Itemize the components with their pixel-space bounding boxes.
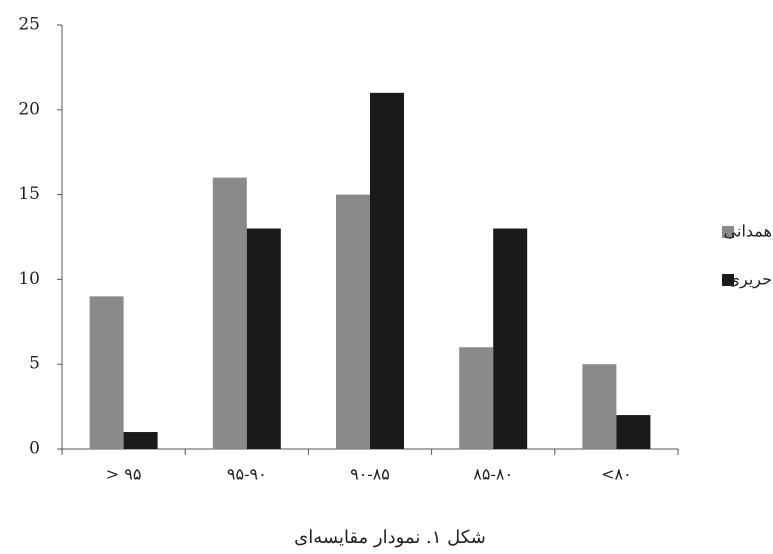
x-tick-label: ۸۵-۸۰: [473, 465, 513, 484]
y-tick-label: 10: [18, 269, 40, 289]
bar: [370, 92, 404, 449]
x-tick-label: <۸۰: [601, 465, 632, 484]
x-tick-label: ۹۰-۸۵: [350, 465, 390, 484]
y-tick-label: 25: [18, 15, 40, 35]
bar: [336, 194, 370, 449]
y-tick-label: 20: [18, 99, 40, 119]
y-tick-label: 0: [29, 439, 40, 459]
legend-label: همدانی: [724, 222, 772, 241]
legend-label: حریری: [727, 270, 772, 289]
legend-swatch: [722, 226, 734, 238]
legend-swatch: [722, 274, 734, 286]
bar: [89, 296, 124, 449]
chart-title: شکل ۱. نمودار مقایسه‌ای: [294, 527, 486, 548]
bar: [246, 228, 281, 449]
bar: [493, 228, 528, 449]
bar: [582, 364, 617, 449]
y-tick-label: 5: [29, 354, 40, 374]
y-tick-label: 15: [18, 184, 40, 204]
bar: [616, 415, 651, 449]
x-tick-label: ۹۵-۹۰: [227, 465, 267, 484]
bar: [123, 432, 158, 449]
bar: [212, 177, 247, 449]
bar: [459, 347, 494, 449]
x-tick-label: > ۹۵: [106, 465, 142, 484]
